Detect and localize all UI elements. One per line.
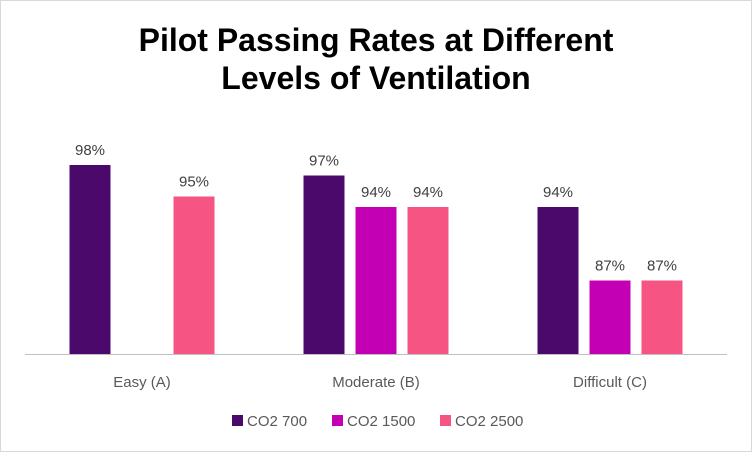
bar-co2-2500-1	[407, 207, 449, 354]
bar-co2-700-0	[69, 165, 111, 354]
bar-co2-1500-2	[589, 280, 631, 354]
bar-co2-2500-0	[173, 196, 215, 354]
legend-swatch	[440, 415, 451, 426]
legend-label: CO2 1500	[347, 413, 415, 430]
data-label: 98%	[75, 142, 105, 159]
data-label: 97%	[309, 153, 339, 170]
data-label: 87%	[647, 258, 677, 275]
bars-layer: 98% 95% 97% 94% 94% 94% 87% 87%	[69, 142, 683, 354]
category-label: Moderate (B)	[332, 374, 420, 391]
bar-co2-2500-2	[641, 280, 683, 354]
bar-co2-1500-1	[355, 207, 397, 354]
category-label: Difficult (C)	[573, 374, 647, 391]
data-label: 95%	[179, 174, 209, 191]
data-label: 94%	[543, 184, 573, 201]
data-label: 94%	[361, 184, 391, 201]
chart-title-line-2: Levels of Ventilation	[221, 60, 530, 96]
legend-swatch	[232, 415, 243, 426]
data-label: 87%	[595, 258, 625, 275]
bar-co2-700-2	[537, 207, 579, 354]
category-labels: Easy (A) Moderate (B) Difficult (C)	[113, 374, 647, 391]
data-label: 94%	[413, 184, 443, 201]
legend-swatch	[332, 415, 343, 426]
legend-label: CO2 2500	[455, 413, 523, 430]
bar-co2-700-1	[303, 175, 345, 354]
legend: CO2 700 CO2 1500 CO2 2500	[232, 413, 523, 430]
chart-title-line-1: Pilot Passing Rates at Different	[139, 22, 614, 58]
legend-label: CO2 700	[247, 413, 307, 430]
category-label: Easy (A)	[113, 374, 171, 391]
